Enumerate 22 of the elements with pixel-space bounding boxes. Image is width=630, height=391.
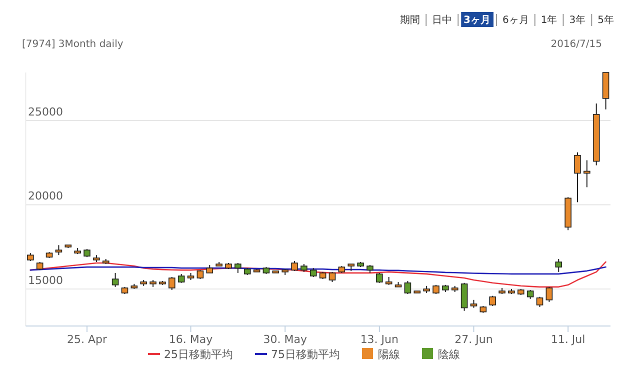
y-tick-label: 20000 bbox=[28, 190, 63, 203]
y-tick-label: 25000 bbox=[28, 106, 63, 119]
x-tick-label: 30. May bbox=[263, 333, 308, 346]
text: 1年 bbox=[540, 14, 558, 26]
legend-label: 陽線 bbox=[378, 348, 400, 361]
text: 日中 bbox=[432, 14, 452, 26]
text: 5年 bbox=[598, 14, 614, 26]
x-tick-label: 27. Jun bbox=[454, 333, 493, 346]
x-tick-label: 13. Jun bbox=[360, 333, 399, 346]
text: 2016/7/15 bbox=[550, 39, 602, 50]
text: 3ヶ月 bbox=[464, 15, 490, 26]
text: 期間 bbox=[400, 14, 420, 26]
text: 6ヶ月 bbox=[502, 15, 529, 26]
text: 3年 bbox=[569, 14, 586, 26]
legend-label: 陰線 bbox=[438, 348, 460, 361]
y-tick-label: 15000 bbox=[28, 274, 63, 287]
legend-label: 25日移動平均 bbox=[164, 348, 233, 361]
text: [7974] 3Month daily bbox=[22, 39, 124, 50]
legend-label: 75日移動平均 bbox=[271, 348, 340, 361]
x-tick-label: 16. May bbox=[168, 333, 214, 346]
x-tick-label: 11. Jul bbox=[550, 333, 586, 346]
x-tick-label: 25. Apr bbox=[66, 333, 108, 346]
